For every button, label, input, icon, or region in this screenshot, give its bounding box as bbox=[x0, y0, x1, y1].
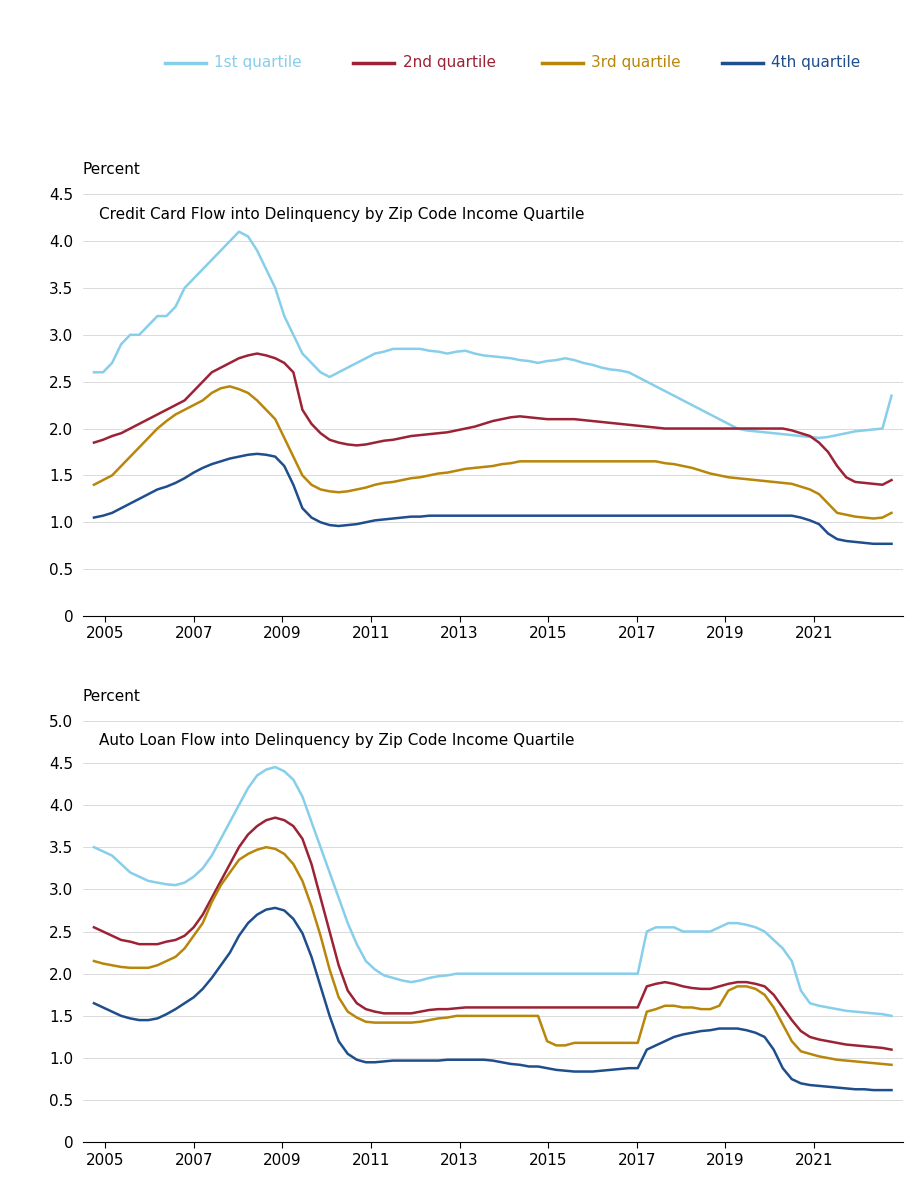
Text: 1st quartile: 1st quartile bbox=[214, 55, 302, 70]
Text: Percent: Percent bbox=[83, 689, 141, 703]
Text: 3rd quartile: 3rd quartile bbox=[591, 55, 681, 70]
Text: Auto Loan Flow into Delinquency by Zip Code Income Quartile: Auto Loan Flow into Delinquency by Zip C… bbox=[99, 733, 575, 749]
Text: Credit Card Flow into Delinquency by Zip Code Income Quartile: Credit Card Flow into Delinquency by Zip… bbox=[99, 207, 585, 221]
Text: 2nd quartile: 2nd quartile bbox=[402, 55, 495, 70]
Text: Percent: Percent bbox=[83, 162, 141, 177]
Text: 4th quartile: 4th quartile bbox=[772, 55, 861, 70]
